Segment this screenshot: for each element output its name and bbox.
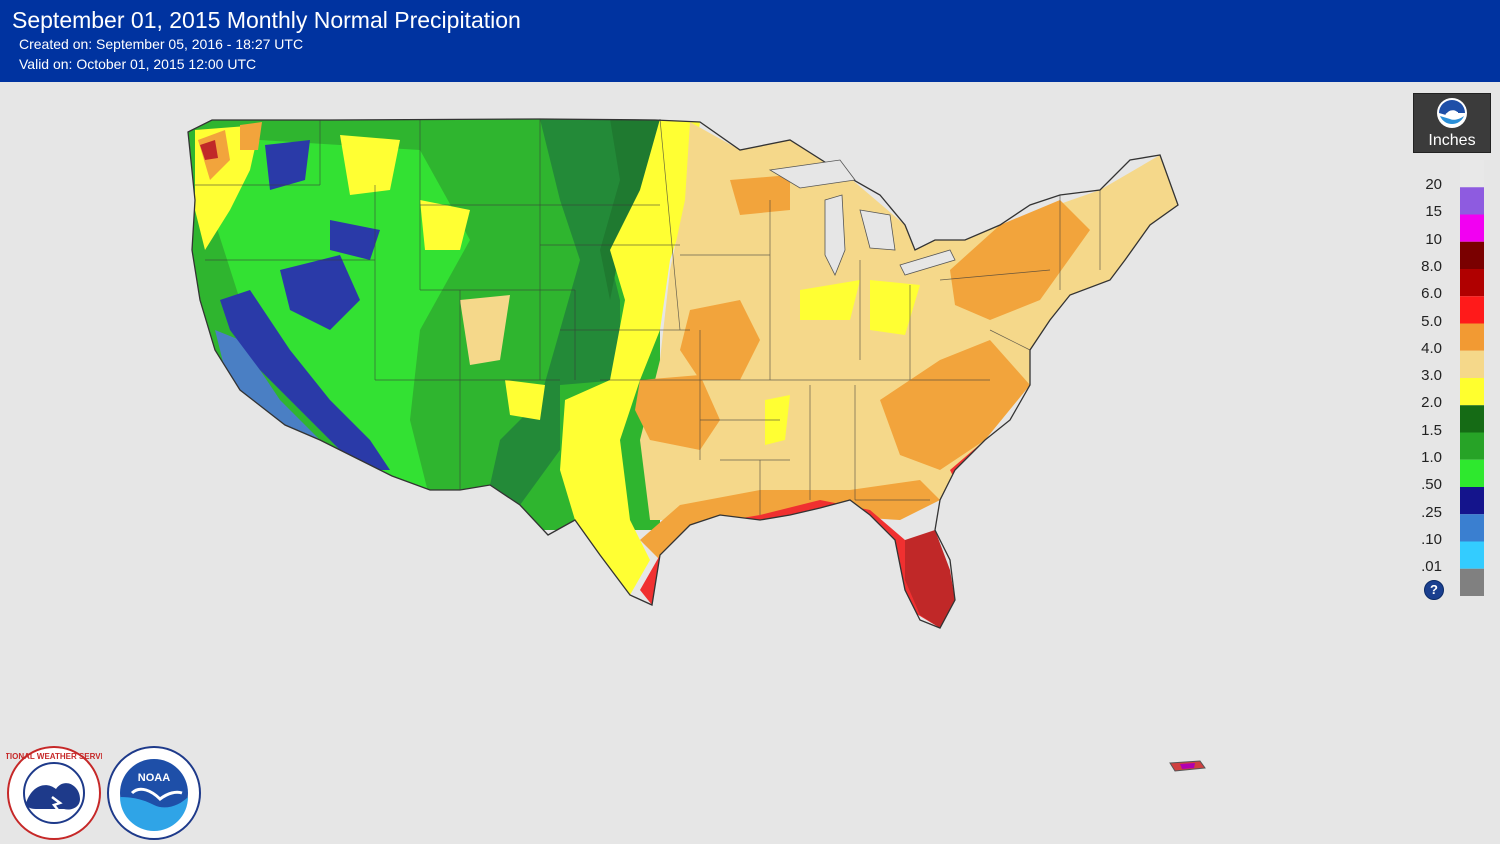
legend-swatch: [1460, 187, 1484, 215]
lake-michigan: [824, 194, 846, 276]
us-outline: [187, 118, 1179, 629]
legend-label: .01: [1421, 558, 1442, 576]
legend-label: 3.0: [1421, 367, 1442, 385]
legend-swatch: [1460, 541, 1484, 569]
legend-label: .50: [1421, 476, 1442, 494]
legend-label: 1.5: [1421, 421, 1442, 439]
header-bar: September 01, 2015 Monthly Normal Precip…: [0, 0, 1500, 82]
noaa-logo-text: NOAA: [138, 772, 170, 784]
lake-erie: [899, 249, 956, 276]
legend-swatch: [1460, 568, 1484, 596]
legend-swatch: [1460, 487, 1484, 515]
legend-swatch: [1460, 350, 1484, 378]
legend-swatch: [1460, 160, 1484, 188]
created-timestamp: Created on: September 05, 2016 - 18:27 U…: [19, 36, 304, 52]
legend-label: 4.0: [1421, 339, 1442, 357]
legend-label: 8.0: [1421, 257, 1442, 275]
precip-zones: [188, 119, 1178, 628]
nws-logo: NATIONAL WEATHER SERVICE: [6, 746, 102, 840]
legend-label: 5.0: [1421, 312, 1442, 330]
legend-label: 15: [1425, 203, 1442, 221]
state-borders: [195, 118, 1101, 515]
noaa-logo: NOAA: [107, 746, 201, 840]
lake-superior: [768, 159, 856, 189]
help-button[interactable]: ?: [1424, 580, 1444, 600]
legend-swatch: [1460, 405, 1484, 433]
legend-swatch: [1460, 378, 1484, 406]
legend-swatch: [1460, 323, 1484, 351]
legend-swatch: [1460, 459, 1484, 487]
legend-color-bar: [1460, 160, 1484, 596]
noaa-mini-icon: [1437, 98, 1467, 128]
nws-logo-text: NATIONAL WEATHER SERVICE: [6, 752, 102, 761]
legend-header: Inches: [1413, 93, 1491, 153]
legend-swatch: [1460, 214, 1484, 242]
legend-label: 1.0: [1421, 449, 1442, 466]
legend-swatch: [1460, 296, 1484, 324]
legend-label: 2.0: [1421, 394, 1442, 412]
precipitation-map: [187, 118, 1206, 772]
legend-swatch: [1460, 269, 1484, 297]
legend-label: .10: [1421, 530, 1442, 548]
legend-swatch: [1460, 432, 1484, 460]
legend-swatch: [1460, 514, 1484, 542]
legend-swatch: [1460, 241, 1484, 269]
legend-label: 10: [1425, 230, 1442, 248]
legend-label: .25: [1421, 503, 1442, 521]
legend-label: 6.0: [1421, 285, 1442, 303]
page-title: September 01, 2015 Monthly Normal Precip…: [12, 7, 521, 33]
legend-units: Inches: [1428, 132, 1476, 149]
lake-huron: [859, 209, 896, 251]
valid-timestamp: Valid on: October 01, 2015 12:00 UTC: [19, 56, 257, 72]
legend-label: 20: [1425, 176, 1442, 193]
